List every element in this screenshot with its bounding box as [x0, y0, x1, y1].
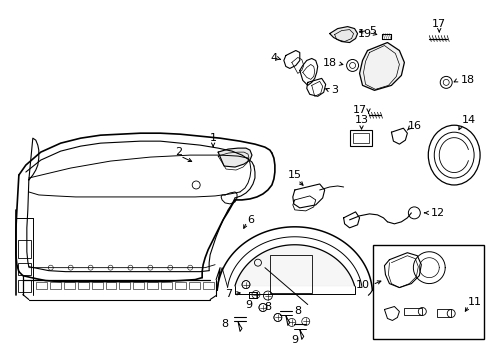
Bar [161, 282, 172, 289]
Text: 5: 5 [368, 26, 375, 36]
Text: 2: 2 [174, 147, 182, 157]
Text: 11: 11 [467, 297, 481, 306]
Text: 7: 7 [224, 289, 232, 298]
Bar [63, 282, 75, 289]
Bar [352, 133, 368, 143]
Polygon shape [329, 27, 357, 42]
Bar [175, 282, 186, 289]
Polygon shape [218, 148, 251, 167]
Bar [147, 282, 158, 289]
Polygon shape [235, 245, 354, 286]
Text: 17: 17 [431, 19, 446, 28]
Bar [404, 307, 422, 315]
Text: 3: 3 [330, 85, 338, 95]
Text: 9: 9 [291, 336, 298, 345]
Bar [18, 280, 31, 292]
Text: 13: 13 [354, 115, 368, 125]
Bar [105, 282, 116, 289]
Bar [36, 282, 47, 289]
Bar [78, 282, 88, 289]
Bar [91, 282, 102, 289]
Text: 16: 16 [407, 121, 421, 131]
Bar [50, 282, 61, 289]
Text: 8: 8 [221, 319, 227, 329]
Text: 14: 14 [461, 115, 475, 125]
Bar [269, 255, 311, 293]
Text: 10: 10 [355, 280, 369, 289]
Bar [349, 130, 371, 146]
Text: 4: 4 [270, 54, 277, 63]
Bar [18, 240, 31, 258]
Text: 9: 9 [245, 300, 252, 310]
Polygon shape [359, 42, 404, 90]
Bar [119, 282, 130, 289]
Text: 8: 8 [293, 306, 300, 316]
Bar [372, 245, 483, 339]
Text: 18: 18 [322, 58, 336, 68]
Bar [18, 263, 31, 275]
Text: 8: 8 [264, 302, 271, 311]
Text: 17: 17 [352, 105, 366, 115]
Bar [189, 282, 200, 289]
Bar [436, 310, 450, 318]
Text: 1: 1 [209, 133, 216, 143]
Text: 19: 19 [357, 28, 371, 39]
Bar [133, 282, 144, 289]
Text: 15: 15 [287, 170, 301, 180]
Bar [203, 282, 214, 289]
Text: 18: 18 [460, 75, 474, 85]
Text: 6: 6 [246, 215, 253, 225]
Text: 12: 12 [430, 208, 445, 218]
